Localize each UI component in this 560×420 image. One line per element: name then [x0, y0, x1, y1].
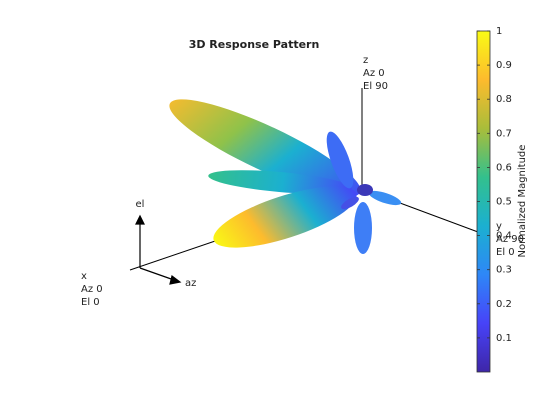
axis-annotation: El 90 [363, 81, 388, 92]
colorbar-tick-label: 0.3 [496, 265, 512, 276]
pattern-lobes [169, 99, 402, 254]
axis-annotation: y [496, 221, 502, 232]
axis-annotation: El 0 [81, 297, 100, 308]
chart-title: 3D Response Pattern [189, 38, 320, 51]
colorbar-tick-label: 0.1 [496, 333, 512, 344]
colorbar-tick-label: 0.8 [496, 94, 512, 105]
colorbar-tick-label: 0.4 [496, 231, 512, 242]
axis-annotation: Az 0 [81, 284, 103, 295]
colorbar-tick-label: 0.9 [496, 60, 512, 71]
colorbar-tick-label: 1 [496, 26, 502, 37]
axis-annotation: z [363, 55, 368, 66]
triad-label: az [185, 278, 196, 289]
colorbar-tick-label: 0.6 [496, 162, 512, 173]
axis-annotation: x [81, 271, 87, 282]
colorbar-tick-label: 0.5 [496, 197, 512, 208]
triad-label: el [136, 199, 145, 210]
colorbar-tick-label: 0.2 [496, 299, 512, 310]
axis-annotation: El 0 [496, 247, 515, 258]
colorbar-tick-label: 0.7 [496, 128, 512, 139]
axis-annotation: Az 90 [496, 234, 524, 245]
colorbar-label: Normalized Magnitude [517, 145, 528, 258]
triad [135, 214, 182, 285]
axis-annotations: x Az 0 El 0 y Az 90 El 0 z Az 0 El 90 [81, 55, 524, 308]
axis-annotation: Az 0 [363, 68, 385, 79]
